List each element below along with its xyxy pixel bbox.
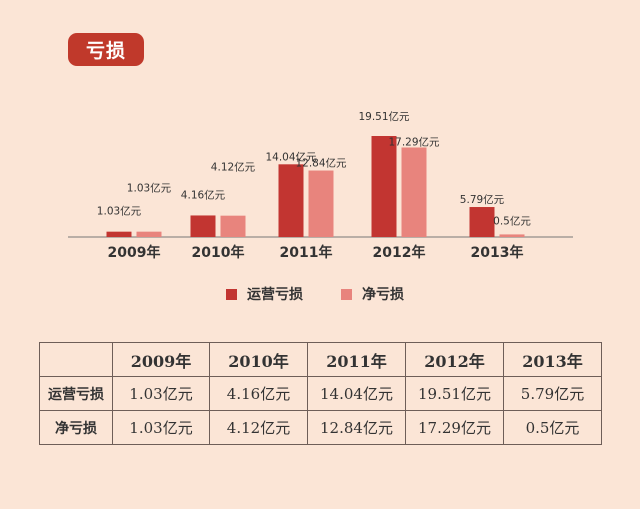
bar-net xyxy=(499,234,525,237)
data-label: 4.16亿元 xyxy=(181,188,226,201)
x-tick-label: 2011年 xyxy=(280,244,333,261)
table-cell: 19.51亿元 xyxy=(405,376,504,411)
table-cell: 17.29亿元 xyxy=(405,410,504,445)
table-corner-cell xyxy=(39,342,113,377)
table-header-cell: 2010年 xyxy=(209,342,308,377)
data-label: 17.29亿元 xyxy=(388,135,440,148)
table-row: 运营亏损 1.03亿元 4.16亿元 14.04亿元 19.51亿元 5.79亿… xyxy=(39,376,602,411)
bar-operating xyxy=(469,207,495,237)
legend-item-net: 净亏损 xyxy=(341,284,404,304)
legend-label-operating: 运营亏损 xyxy=(247,287,303,303)
x-tick-label: 2010年 xyxy=(192,244,245,261)
x-tick-label: 2013年 xyxy=(471,244,524,261)
legend-swatch-operating xyxy=(226,288,237,300)
legend-swatch-net xyxy=(341,288,352,300)
table-header-cell: 2013年 xyxy=(503,342,602,377)
table-cell: 1.03亿元 xyxy=(112,376,210,411)
data-label: 0.5亿元 xyxy=(493,214,531,227)
data-label: 1.03亿元 xyxy=(97,205,142,218)
table-header-cell: 2009年 xyxy=(112,342,210,377)
bar-operating xyxy=(190,215,216,237)
table-header-cell: 2011年 xyxy=(307,342,406,377)
data-label: 1.03亿元 xyxy=(127,182,172,195)
data-label: 5.79亿元 xyxy=(460,193,505,206)
table-cell: 4.12亿元 xyxy=(209,410,308,445)
data-label: 4.12亿元 xyxy=(211,161,256,174)
x-tick-label: 2012年 xyxy=(373,244,426,261)
bar-net xyxy=(308,170,334,237)
chart-legend: 运营亏损 净亏损 xyxy=(226,284,404,304)
x-tick-label: 2009年 xyxy=(108,244,161,261)
section-title-badge: 亏损 xyxy=(68,33,144,66)
bar-operating xyxy=(278,164,304,237)
bar-operating xyxy=(371,136,397,237)
table-row: 净亏损 1.03亿元 4.12亿元 12.84亿元 17.29亿元 0.5亿元 xyxy=(39,410,602,445)
table-header-row: 2009年 2010年 2011年 2012年 2013年 xyxy=(39,342,602,377)
table-row-label: 净亏损 xyxy=(39,410,113,445)
table-cell: 5.79亿元 xyxy=(503,376,602,411)
data-label: 12.84亿元 xyxy=(295,157,347,170)
table-cell: 12.84亿元 xyxy=(307,410,406,445)
bar-net xyxy=(401,147,427,237)
legend-label-net: 净亏损 xyxy=(362,287,404,303)
bar-net xyxy=(136,231,162,237)
table-cell: 1.03亿元 xyxy=(112,410,210,445)
bar-net xyxy=(220,215,246,237)
data-table: 2009年 2010年 2011年 2012年 2013年 运营亏损 1.03亿… xyxy=(39,342,602,445)
table-row-label: 运营亏损 xyxy=(39,376,113,411)
table-cell: 4.16亿元 xyxy=(209,376,308,411)
data-label: 19.51亿元 xyxy=(358,110,410,123)
table-cell: 14.04亿元 xyxy=(307,376,406,411)
table-cell: 0.5亿元 xyxy=(503,410,602,445)
table-header-cell: 2012年 xyxy=(405,342,504,377)
legend-item-operating: 运营亏损 xyxy=(226,284,303,304)
bar-operating xyxy=(106,231,132,237)
data-label: 14.04亿元 xyxy=(265,150,317,163)
